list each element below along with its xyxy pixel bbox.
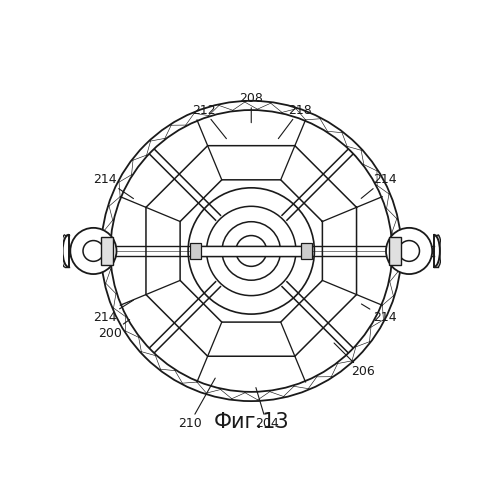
Text: 214: 214 (361, 173, 396, 199)
Bar (301, 244, 312, 258)
Text: 214: 214 (93, 173, 134, 199)
Bar (101, 237, 113, 265)
Text: 210: 210 (178, 378, 215, 430)
Text: 218: 218 (278, 104, 312, 138)
Text: 200: 200 (98, 320, 130, 340)
Bar (389, 237, 402, 265)
Text: 206: 206 (334, 343, 375, 378)
Circle shape (70, 228, 116, 274)
Text: 214: 214 (361, 304, 396, 324)
Text: 204: 204 (255, 388, 278, 430)
Circle shape (386, 228, 432, 274)
Text: 214: 214 (93, 300, 134, 324)
Text: 208: 208 (239, 92, 263, 122)
Bar (191, 244, 201, 258)
Text: 212: 212 (191, 104, 226, 138)
Bar (197, 246, 305, 256)
Text: Фиг.13: Фиг.13 (214, 412, 289, 432)
